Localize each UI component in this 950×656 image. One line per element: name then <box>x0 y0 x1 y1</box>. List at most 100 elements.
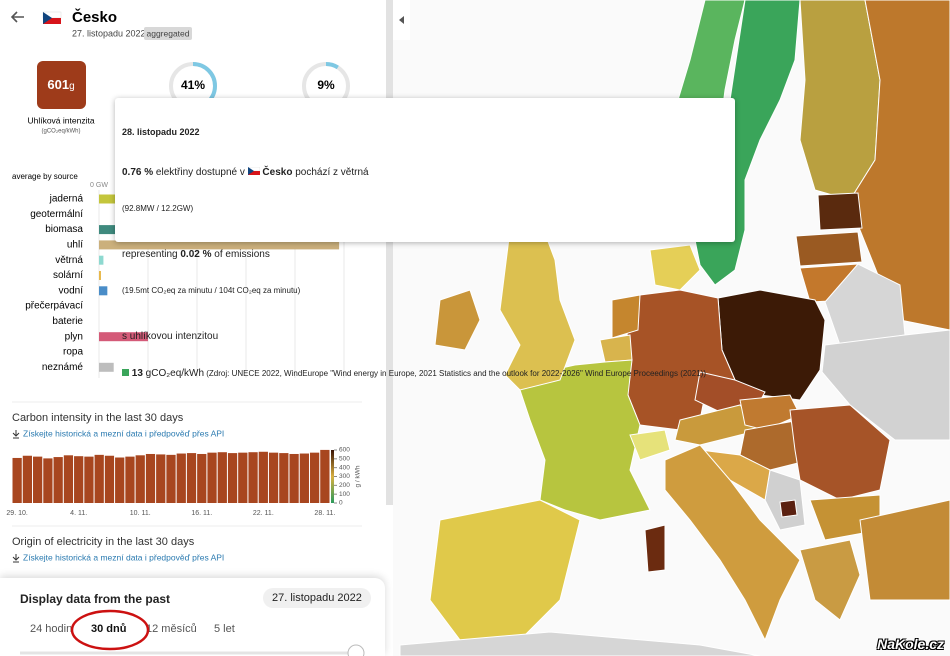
bar <box>197 453 207 503</box>
y-tick-label: 200 <box>339 482 350 489</box>
collapse-icon[interactable] <box>399 16 404 24</box>
intensity-unit: gCO₂eq/kWh <box>142 368 205 379</box>
past-title: Display data from the past <box>20 592 171 606</box>
source-bar <box>99 225 129 235</box>
color-scale <box>331 450 334 503</box>
bar <box>22 455 33 503</box>
emis-tail: of emissions <box>211 249 270 260</box>
share-tail: pochází z větrná <box>292 167 369 178</box>
tab[interactable]: 5 let <box>214 623 235 635</box>
bar <box>299 453 309 503</box>
source-name: vodní <box>59 285 84 296</box>
tab-selected[interactable]: 30 dnů <box>91 623 127 635</box>
back-arrow[interactable] <box>10 11 24 23</box>
greece <box>799 539 861 621</box>
y-tick-label: 400 <box>339 464 350 471</box>
bar <box>145 453 156 503</box>
ring-label: 9% <box>317 78 335 92</box>
bar <box>289 453 299 503</box>
romania <box>789 404 891 501</box>
russia <box>849 0 950 331</box>
source-bar <box>99 240 340 250</box>
flag <box>42 11 62 24</box>
bar <box>53 457 63 503</box>
bar <box>166 454 176 503</box>
highlight-circle <box>70 609 150 651</box>
intensity-source: (Zdroj: UNECE 2022, WindEurope "Wind ene… <box>204 369 706 378</box>
bar <box>104 455 115 503</box>
bar <box>217 452 227 503</box>
bar <box>320 449 330 503</box>
carbon-box <box>37 61 86 109</box>
y-tick-label: 600 <box>339 447 350 454</box>
x-tick-label: 29. 10. <box>6 510 27 517</box>
bar <box>279 453 289 503</box>
download-icon[interactable] <box>12 554 20 563</box>
belarus <box>824 263 906 346</box>
flag <box>247 166 260 175</box>
share: 0.76 % <box>122 167 154 178</box>
bar <box>309 452 320 503</box>
scrollbar <box>386 0 393 505</box>
bar <box>268 452 279 503</box>
bar <box>258 451 268 503</box>
carbon-sublabel: (gCO₂eq/kWh) <box>41 129 80 135</box>
switzerland <box>629 429 671 461</box>
bar <box>94 454 104 503</box>
uk <box>499 219 576 391</box>
ukraine <box>821 329 950 441</box>
ireland <box>434 289 481 351</box>
bar <box>186 453 197 503</box>
source-name: solární <box>53 270 83 281</box>
intensity: 13 <box>131 368 143 379</box>
tab[interactable]: 12 měsíců <box>146 623 197 635</box>
source-name: baterie <box>52 316 83 327</box>
tooltip-emissions: representing 0.02 % of emissions <box>122 249 728 260</box>
origin-link[interactable]: Získejte historická a mezní data i předp… <box>23 552 224 562</box>
y-tick-label: 300 <box>339 473 350 480</box>
sardinia <box>644 524 666 573</box>
source-bar <box>99 255 104 265</box>
carbon-value: 601g <box>47 77 74 92</box>
source-name: přečerpávací <box>25 301 83 312</box>
x-tick-label: 28. 11. <box>314 510 335 517</box>
bar <box>63 455 74 503</box>
tooltip-date: 28. listopadu 2022 <box>122 127 200 137</box>
tooltip-country: Česko <box>262 167 293 178</box>
estonia <box>817 192 863 231</box>
austria <box>674 404 761 446</box>
france <box>519 359 651 521</box>
bar <box>12 457 22 503</box>
tooltip-intensity: 13 gCO₂eq/kWh (Zdroj: UNECE 2022, WindEu… <box>122 368 728 379</box>
bar <box>248 452 258 503</box>
source-name: plyn <box>65 331 83 342</box>
source-name: geotermální <box>30 209 83 220</box>
source-bar <box>99 286 108 296</box>
slider-handle[interactable] <box>347 644 365 656</box>
tab[interactable]: 24 hodin <box>30 623 73 635</box>
bar <box>135 455 145 503</box>
y-tick-label: 0 <box>339 500 343 507</box>
y-tick-label: 100 <box>339 491 350 498</box>
tooltip: 28. listopadu 2022 0.76 % elektřiny dost… <box>115 98 735 379</box>
ring-label: 41% <box>181 78 205 92</box>
bar <box>74 456 84 503</box>
past-decor <box>20 609 365 656</box>
badge-bg <box>144 27 192 40</box>
source-name: uhlí <box>67 240 83 251</box>
past-panel: Display data from the past 27. listopadu… <box>0 578 385 656</box>
download-icon[interactable] <box>12 430 20 439</box>
source-bar <box>99 332 148 342</box>
source-name: větrná <box>55 255 83 266</box>
carbon-chart-link[interactable]: Získejte historická a mezní data i předp… <box>23 428 224 438</box>
badge: aggregated <box>146 28 189 38</box>
bar <box>176 453 186 503</box>
sources-title: average by source <box>12 172 78 181</box>
country: Česko <box>72 8 117 26</box>
bar <box>156 454 166 503</box>
y-axis-label: g / kWh <box>355 465 362 487</box>
y-tick-label: 500 <box>339 456 350 463</box>
past-date[interactable]: 27. listopadu 2022 <box>263 588 371 608</box>
x-tick-label: 16. 11. <box>191 510 212 517</box>
power: (92.8MW / 12.2GW) <box>122 204 194 213</box>
